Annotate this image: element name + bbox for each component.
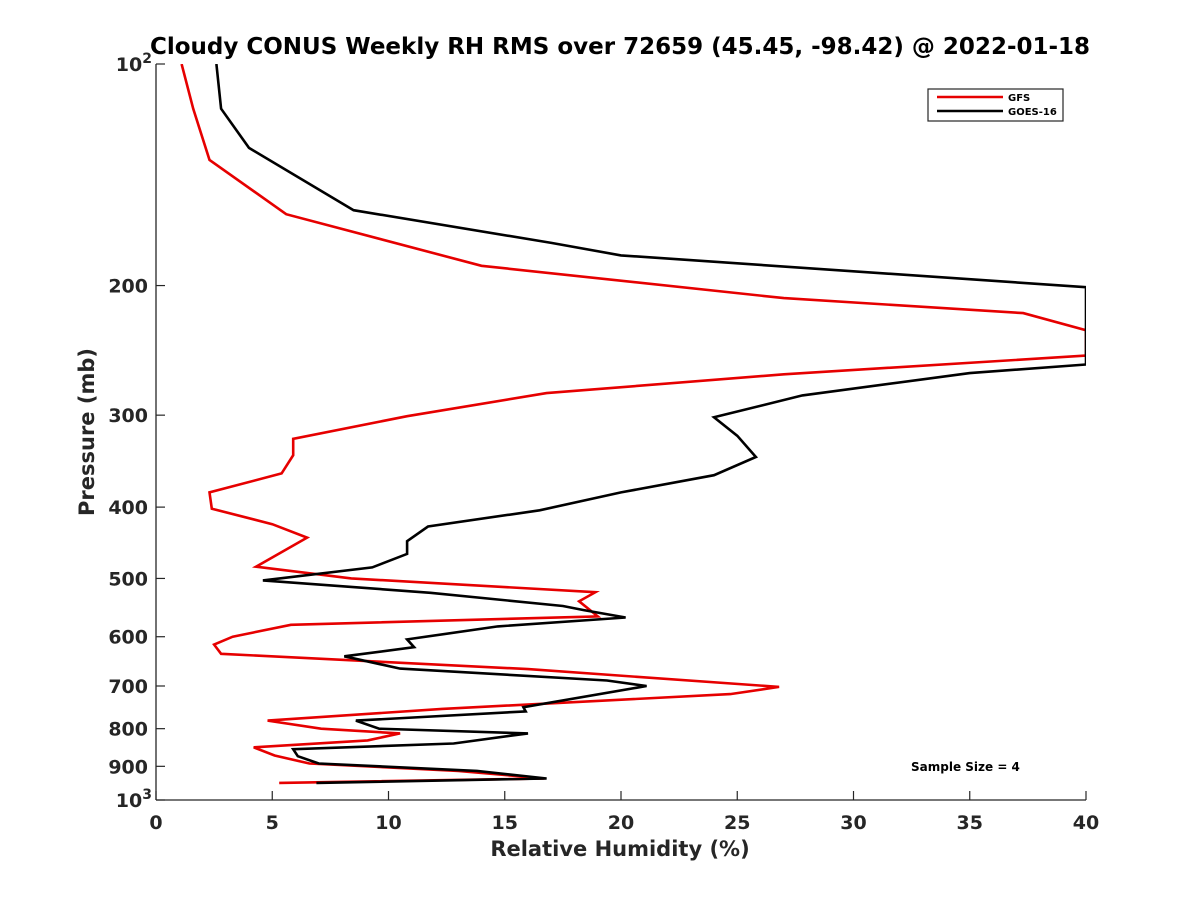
y-tick-label: 700 bbox=[108, 676, 148, 698]
y-tick-label: 300 bbox=[108, 405, 148, 427]
legend-box bbox=[927, 88, 1064, 122]
x-tick-label: 15 bbox=[492, 812, 518, 834]
x-tick-label: 10 bbox=[375, 812, 401, 834]
y-tick-label: 800 bbox=[108, 719, 148, 741]
series-line-goes-16 bbox=[215, 64, 1086, 785]
x-tick-label: 5 bbox=[266, 812, 279, 834]
legend-label-gfs: GFS bbox=[1008, 93, 1030, 104]
legend-label-goes-16: GOES-16 bbox=[1008, 107, 1057, 118]
y-axis-label: Pressure (mb) bbox=[75, 348, 99, 516]
x-tick-label: 35 bbox=[957, 812, 983, 834]
chart-title: Cloudy CONUS Weekly RH RMS over 72659 (4… bbox=[150, 34, 1090, 60]
x-tick-label: 20 bbox=[608, 812, 634, 834]
x-tick-label: 40 bbox=[1073, 812, 1099, 834]
y-tick-label: 900 bbox=[108, 756, 148, 778]
y-tick-label: 400 bbox=[108, 497, 148, 519]
y-tick-label: 600 bbox=[108, 627, 148, 649]
sample-size-annotation: Sample Size = 4 bbox=[911, 760, 1020, 774]
y-tick-label: 103 bbox=[116, 787, 152, 812]
x-axis-label: Relative Humidity (%) bbox=[490, 837, 749, 861]
x-tick-label: 30 bbox=[840, 812, 866, 834]
x-tick-label: 25 bbox=[724, 812, 750, 834]
legend: GFS GOES-16 bbox=[927, 88, 1064, 122]
y-tick-label: 500 bbox=[108, 568, 148, 590]
series-line-gfs bbox=[180, 64, 1086, 785]
x-tick-label: 0 bbox=[149, 812, 162, 834]
y-tick-label: 200 bbox=[108, 276, 148, 298]
y-tick-label: 102 bbox=[116, 51, 152, 76]
